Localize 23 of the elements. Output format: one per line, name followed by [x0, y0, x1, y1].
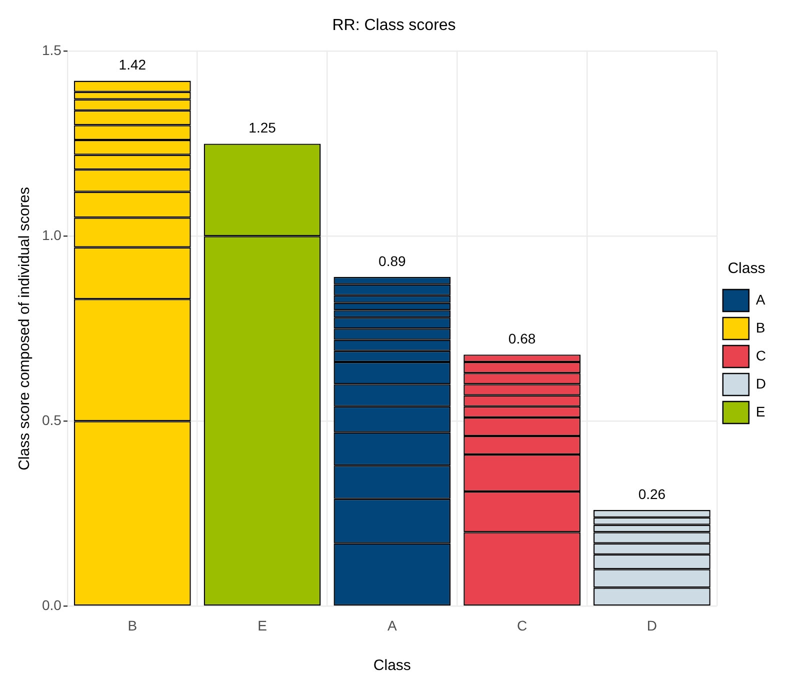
y-tick-label: 1.5: [42, 42, 62, 58]
legend-label: D: [756, 375, 766, 392]
y-tick-label: 1.0: [42, 227, 62, 244]
total-label: 0.26: [638, 486, 666, 502]
x-tick-label: C: [517, 617, 528, 634]
legend-label: A: [756, 291, 766, 308]
y-tick-label: 0.5: [42, 412, 62, 428]
total-label: 0.89: [378, 252, 406, 269]
x-tick-label: E: [258, 617, 267, 634]
y-axis-title: Class score composed of individual scores: [16, 186, 34, 470]
legend-label: E: [756, 403, 766, 420]
x-tick-label: D: [646, 617, 658, 634]
legend-title: Class: [728, 260, 766, 278]
total-label: 0.68: [508, 330, 536, 346]
legend-label: B: [756, 319, 766, 336]
x-tick-label: B: [128, 617, 138, 634]
x-axis-title: Class: [373, 657, 411, 674]
total-label: 1.42: [118, 56, 146, 73]
legend-label: C: [756, 347, 766, 364]
total-label: 1.25: [248, 120, 276, 136]
x-tick-label: A: [388, 617, 398, 634]
chart-title: RR: Class scores: [332, 17, 456, 34]
y-tick-label: 0.0: [42, 597, 62, 614]
